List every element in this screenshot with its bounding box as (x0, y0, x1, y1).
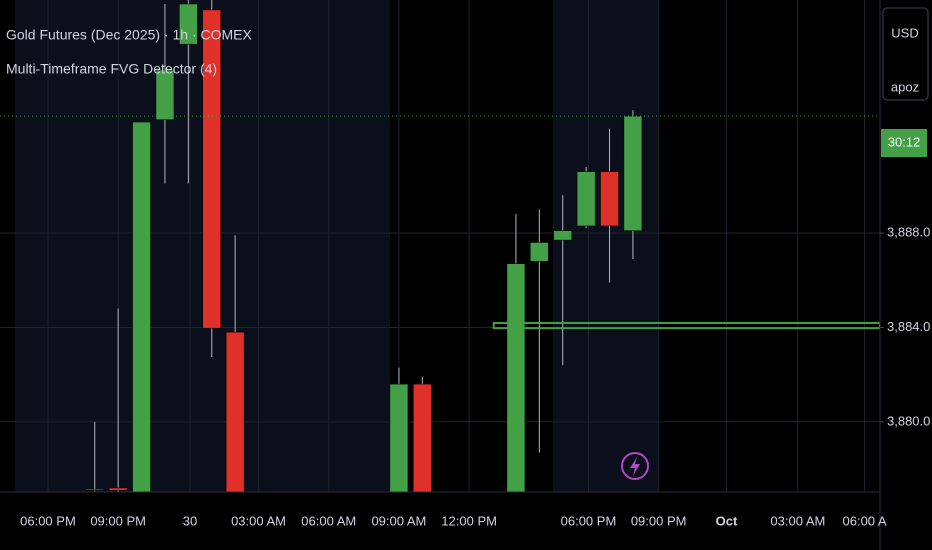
candle-body (202, 9, 222, 329)
candle-body (506, 263, 526, 492)
x-tick-label: 12:00 PM (441, 513, 497, 528)
candle-body (553, 230, 572, 241)
y-tick-label: 3,888.0 (887, 224, 930, 239)
x-tick-label: Oct (716, 513, 738, 528)
lightning-icon[interactable] (621, 452, 649, 480)
chart-title: Gold Futures (Dec 2025) · 1h · COMEX (6, 27, 253, 43)
currency-box[interactable] (882, 7, 929, 101)
candle-body (623, 115, 643, 231)
grid (0, 0, 880, 492)
session-shade (553, 0, 658, 492)
x-tick-label: 03:00 AM (231, 513, 286, 528)
candle-body (85, 488, 105, 491)
candle-body (108, 487, 128, 491)
x-tick-label: 09:00 AM (371, 513, 426, 528)
x-tick-label: 06:00 A (843, 513, 887, 528)
x-tick-label: 30 (183, 513, 197, 528)
candle-body (179, 3, 198, 45)
candle-body (132, 121, 151, 492)
indicator-name[interactable]: Multi-Timeframe FVG Detector (4) (6, 61, 217, 77)
candle-body (155, 69, 175, 120)
y-tick-label: 3,884.0 (887, 319, 930, 334)
x-tick-label: 03:00 AM (770, 513, 825, 528)
candle-body (389, 383, 409, 492)
x-tick-label: 09:00 PM (90, 513, 146, 528)
user[interactable]: apoz (891, 79, 919, 94)
y-tick-label: 3,880.0 (887, 413, 930, 428)
candle-body (413, 383, 432, 492)
fvg-zone (492, 321, 880, 330)
x-tick-label: 06:00 AM (301, 513, 356, 528)
candle-body (225, 331, 245, 492)
session-shade (15, 0, 390, 492)
x-tick-label: 09:00 PM (631, 513, 687, 528)
axes: 3,880.0 3,884.0 3,888.0 06:00 PM 09:00 PM 30 0… (20, 224, 930, 528)
x-tick-label: 06:00 PM (561, 513, 617, 528)
candle-body (600, 171, 619, 227)
x-tick-label: 06:00 PM (20, 513, 76, 528)
countdown: 30:12 (888, 134, 921, 149)
plot-area (0, 0, 880, 492)
candle-body (530, 242, 549, 262)
candle-body (576, 171, 596, 227)
currency[interactable]: USD (891, 25, 918, 40)
countdown-box (881, 129, 927, 157)
